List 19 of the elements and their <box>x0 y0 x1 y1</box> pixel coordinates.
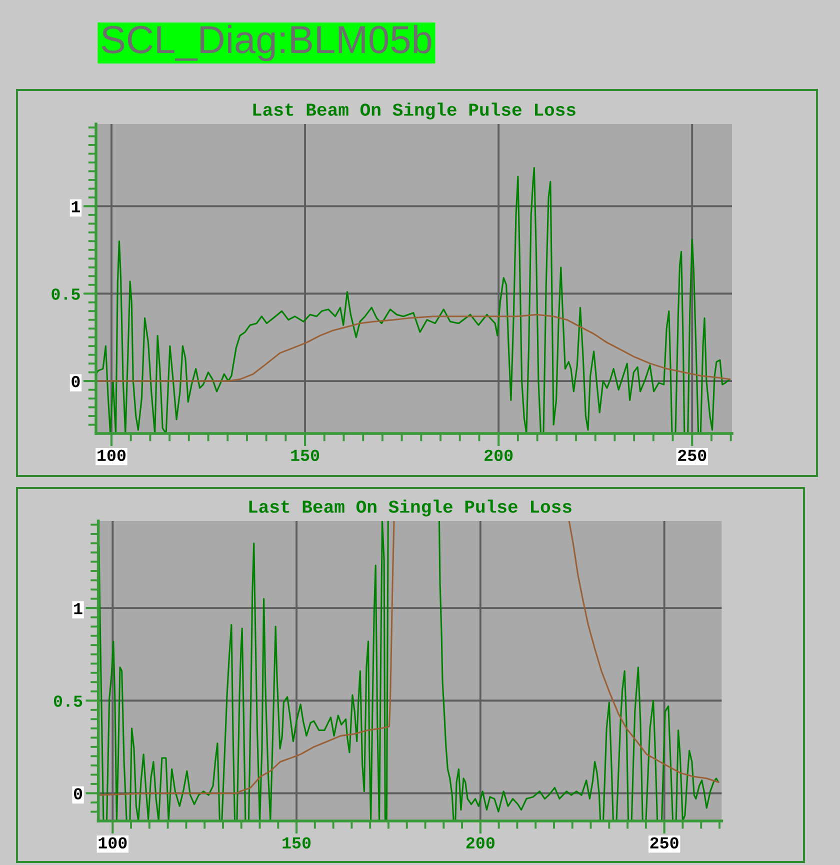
chart-title: Last Beam On Single Pulse Loss <box>249 500 572 516</box>
x-tick-label: 250 <box>678 450 706 462</box>
y-tick-label: 0.5 <box>54 696 82 707</box>
y-tick-label: 1 <box>72 201 80 212</box>
line-series <box>96 314 730 382</box>
x-tick-label: 200 <box>484 450 513 462</box>
line-series <box>96 166 730 434</box>
x-tick-label: 150 <box>291 450 320 462</box>
x-tick-label: 150 <box>282 837 311 849</box>
y-tick-label: 1 <box>74 603 82 614</box>
x-tick-label: 250 <box>650 837 678 849</box>
text: SCL_Diag:BLM05b <box>102 24 432 62</box>
x-tick-label: 100 <box>98 837 127 849</box>
x-tick-label: 200 <box>466 837 494 849</box>
chart-title: Last Beam On Single Pulse Loss <box>253 102 576 120</box>
y-tick-label: 0.5 <box>52 288 80 300</box>
y-tick-label: 0 <box>72 376 80 388</box>
y-tick-label: 0 <box>74 788 82 800</box>
x-tick-label: 100 <box>98 450 126 462</box>
